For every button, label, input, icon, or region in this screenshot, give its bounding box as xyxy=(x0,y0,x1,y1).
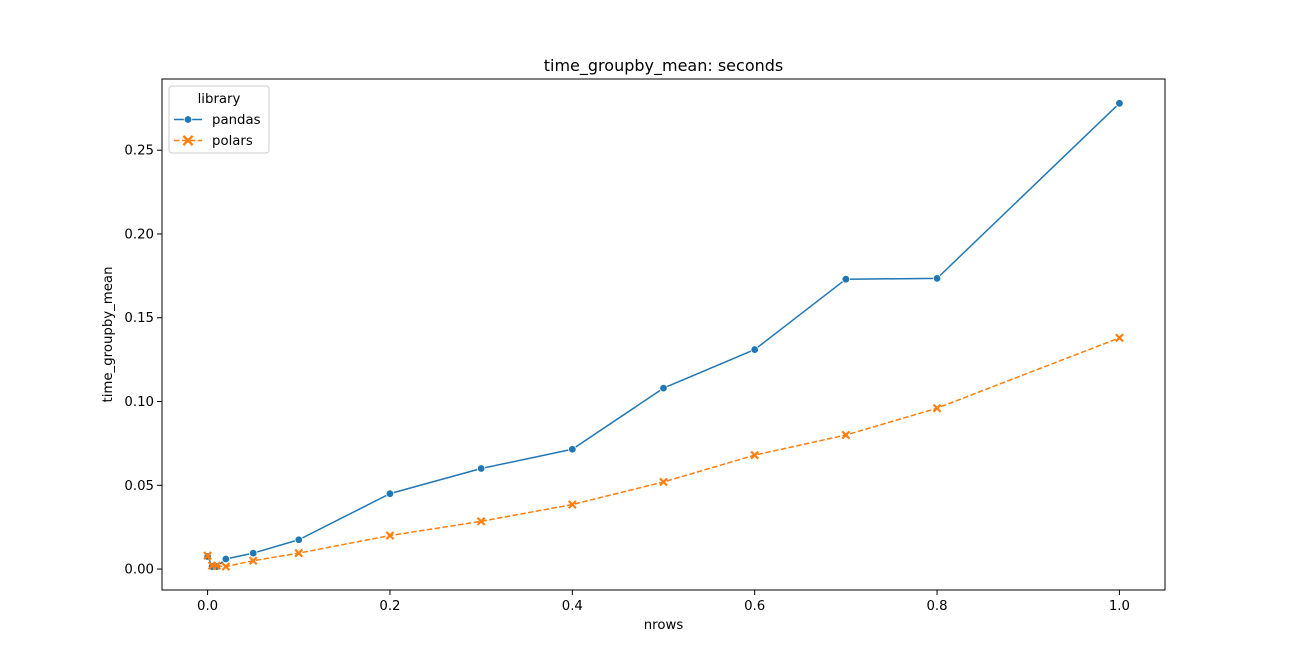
legend-frame xyxy=(168,85,270,154)
data-point-pandas xyxy=(659,383,668,393)
y-tick-label: 0.10 xyxy=(124,395,154,410)
data-point-polars xyxy=(841,430,851,440)
x-tick-label: 0.4 xyxy=(562,599,583,614)
data-point-pandas xyxy=(294,535,303,544)
legend-marker-polars xyxy=(182,135,194,146)
data-point-pandas xyxy=(248,548,258,558)
x-tick-label: 0.6 xyxy=(744,599,765,614)
x-tick-label: 0.2 xyxy=(379,599,400,614)
x-axis-label: nrows xyxy=(644,618,684,633)
y-tick-label: 0.15 xyxy=(124,311,154,326)
data-point-polars xyxy=(248,556,258,566)
x-tick-label: 1.0 xyxy=(1109,599,1130,614)
data-point-polars xyxy=(750,450,760,460)
x-tick-label: 0.0 xyxy=(197,599,218,614)
axes-frame xyxy=(161,78,1166,591)
y-axis-ticks: 0.00 0.05 0.10 0.15 0.20 0.25 xyxy=(124,144,162,578)
data-point-pandas xyxy=(476,464,486,473)
y-tick-label: 0.05 xyxy=(124,479,154,494)
legend-title: library xyxy=(198,92,241,107)
series-line-polars xyxy=(206,337,1120,568)
data-point-polars xyxy=(221,562,231,571)
series-line-pandas xyxy=(206,102,1120,568)
y-tick-label: 0.25 xyxy=(124,144,154,159)
y-tick-label: 0.20 xyxy=(124,227,154,242)
plot-area xyxy=(203,99,1124,571)
y-axis-label: time_groupby_mean xyxy=(101,267,116,403)
data-point-polars xyxy=(476,516,486,526)
legend: library pandas polars xyxy=(168,85,270,154)
data-point-pandas xyxy=(1115,99,1124,108)
y-tick-label: 0.00 xyxy=(124,563,154,578)
chart-title: time_groupby_mean: seconds xyxy=(544,56,784,76)
data-point-pandas xyxy=(841,275,851,284)
data-point-polars xyxy=(385,531,395,540)
data-point-pandas xyxy=(932,274,942,283)
data-point-polars xyxy=(1115,333,1124,343)
data-point-pandas xyxy=(221,554,231,564)
x-tick-label: 0.8 xyxy=(926,599,947,614)
data-point-polars xyxy=(294,548,304,558)
data-point-polars xyxy=(212,561,222,571)
data-point-pandas xyxy=(750,345,759,354)
data-point-polars xyxy=(932,403,942,413)
data-point-polars xyxy=(659,477,668,487)
x-axis-ticks: 0.0 0.2 0.4 0.6 0.8 1.0 xyxy=(197,590,1130,614)
legend-label-pandas: pandas xyxy=(212,113,261,128)
legend-marker-pandas xyxy=(183,115,193,124)
data-point-pandas xyxy=(568,445,577,454)
data-point-polars xyxy=(567,500,577,509)
data-point-pandas xyxy=(385,489,395,498)
legend-label-polars: polars xyxy=(212,134,253,149)
data-point-polars xyxy=(203,551,212,561)
